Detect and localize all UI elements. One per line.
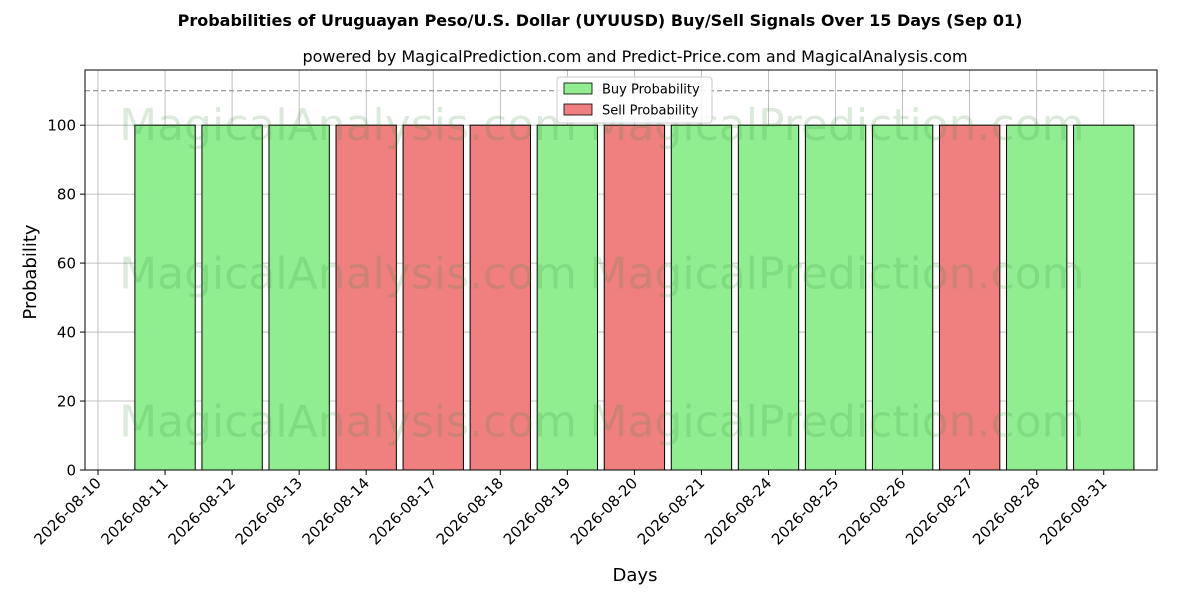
watermark-text: MagicalAnalysis.com [119,397,577,448]
x-tick-label: 2026-08-25 [768,474,842,548]
x-tick-label: 2026-08-31 [1036,474,1110,548]
chart-title: Probabilities of Uruguayan Peso/U.S. Dol… [178,11,1023,30]
x-tick-label: 2026-08-26 [835,474,909,548]
legend-label-sell: Sell Probability [602,104,699,119]
y-tick-label: 40 [57,324,76,342]
x-tick-label: 2026-08-21 [634,474,708,548]
x-tick-label: 2026-08-14 [299,474,373,548]
x-tick-label: 2026-08-24 [701,474,775,548]
x-tick-label: 2026-08-12 [165,474,239,548]
x-tick-label: 2026-08-10 [30,474,104,548]
x-tick-label: 2026-08-13 [232,474,306,548]
watermark-text: MagicalPrediction.com [590,248,1085,299]
x-tick-label: 2026-08-28 [969,474,1043,548]
watermark-text: MagicalAnalysis.com [119,100,577,151]
x-tick-label: 2026-08-18 [433,474,507,548]
buy-bar-2026-08-12 [201,124,263,471]
buy-bar-2026-08-31 [1073,124,1135,471]
sell-bar-2026-08-20 [603,124,666,471]
x-tick-label: 2026-08-27 [902,474,976,548]
x-tick-label: 2026-08-11 [97,474,171,548]
chart-subtitle: powered by MagicalPrediction.com and Pre… [302,47,967,66]
x-tick-label: 2026-08-17 [366,474,440,548]
buy-bar-2026-08-21 [670,124,733,471]
sell-bar-2026-08-18 [469,124,531,471]
y-axis: 0 20 40 60 80 100 [47,117,85,480]
sell-bar-2026-08-14 [335,124,397,471]
sell-bar-2026-08-17 [402,124,464,471]
watermark-layer: MagicalAnalysis.com MagicalPrediction.com… [119,100,1084,448]
watermark-text: MagicalAnalysis.com [119,248,577,299]
y-axis-label: Probability [20,224,41,319]
buy-bar-2026-08-28 [1006,124,1068,471]
x-axis: 2026-08-102026-08-112026-08-122026-08-13… [30,470,1111,548]
x-tick-label: 2026-08-20 [567,474,641,548]
buy-bar-2026-08-19 [536,124,599,471]
watermark-text: MagicalPrediction.com [590,397,1085,448]
legend: Buy Probability Sell Probability [556,76,713,124]
x-tick-label: 2026-08-19 [500,474,574,548]
x-axis-label: Days [613,565,658,586]
y-tick-label: 100 [47,117,76,135]
buy-bar-2026-08-11 [134,124,196,471]
bars [134,124,1135,471]
y-tick-label: 20 [57,393,76,411]
legend-label-buy: Buy Probability [602,83,700,98]
y-tick-label: 60 [57,255,76,273]
y-tick-label: 0 [66,462,76,480]
sell-bar-2026-08-27 [938,124,1001,471]
legend-swatch-sell [563,103,593,116]
y-tick-label: 80 [57,186,76,204]
buy-bar-2026-08-25 [804,124,867,471]
legend-swatch-buy [563,82,593,95]
legend-box [556,76,713,124]
plot-frame [84,69,1158,471]
